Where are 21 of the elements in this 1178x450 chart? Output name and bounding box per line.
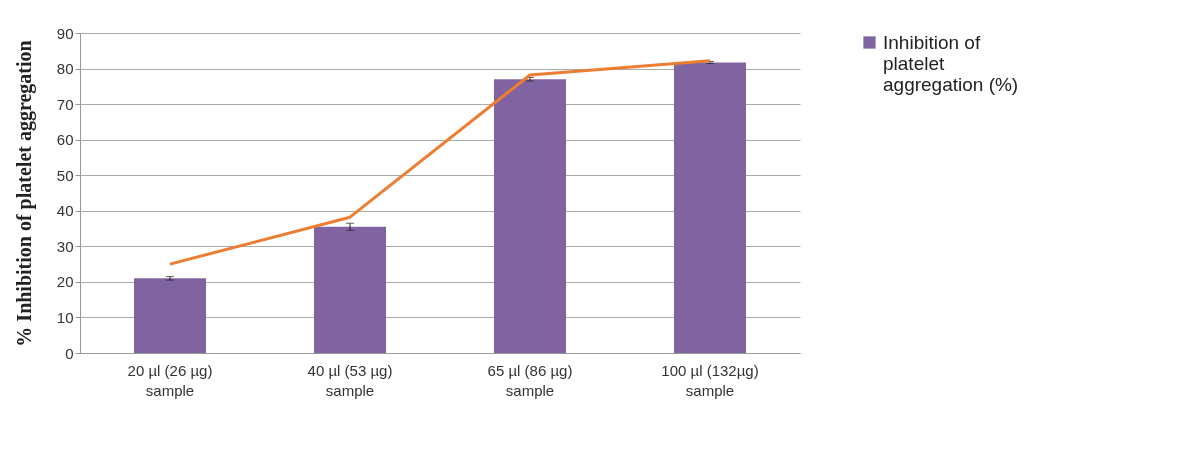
line-series [168, 59, 712, 266]
x-tick-label: 65 µl (86 µg) sample [487, 361, 573, 399]
y-tick-label: 50 [56, 166, 74, 184]
bar [134, 278, 206, 353]
y-tick-label: 10 [56, 308, 74, 326]
y-tick-label: 0 [65, 344, 74, 362]
y-tick-label: 20 [56, 273, 74, 291]
y-tick-label: 60 [56, 131, 74, 149]
y-tick-label: 80 [56, 60, 74, 78]
y-tick-label: 30 [56, 237, 74, 255]
y-tick-label: 40 [56, 202, 74, 220]
legend-label: Inhibition of platelet aggregation (%) [883, 31, 1019, 95]
bar [314, 226, 386, 353]
y-tick-label: 70 [56, 95, 74, 113]
x-tick-label: 20 µl (26 µg) sample [127, 361, 213, 399]
x-tick-label: 40 µl (53 µg) sample [307, 361, 393, 399]
bar [674, 62, 746, 353]
x-tick-label: 100 µl (132µg) sample [661, 361, 759, 399]
y-tick-label: 90 [56, 24, 74, 42]
y-axis-title: % Inhibition of platelet aggregation [12, 40, 36, 347]
bar [494, 79, 566, 353]
